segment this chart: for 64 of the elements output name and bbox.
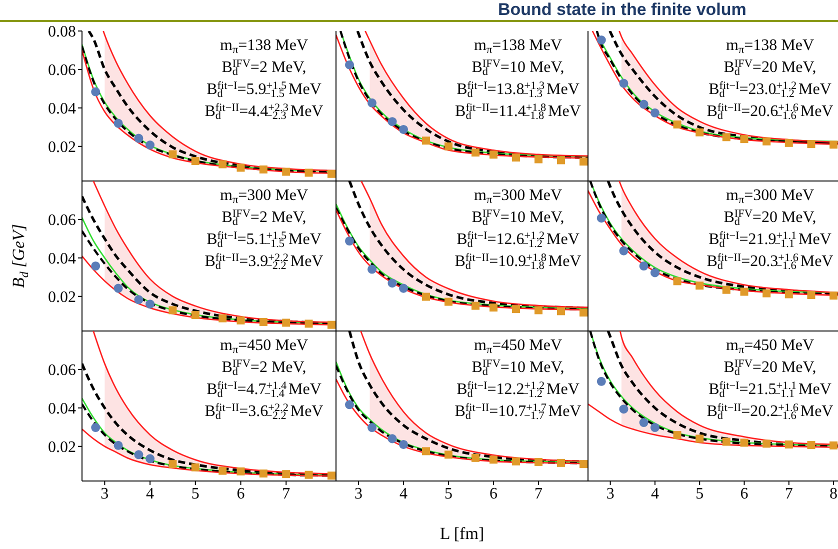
annotation: B$_{d}$$^{fit−I}$=12.6$^{+1.2}$$_{−1.2}$ MeV <box>456 230 580 250</box>
annotation: m$_{π}$=138 MeV <box>726 37 814 56</box>
x-tick-label: 7 <box>784 485 793 502</box>
annotation: B$_{d}$$^{fit−II}$=3.9$^{+2.2}$$_{−2.2}$ MeV <box>204 252 324 272</box>
annotation: B$_{d}$$^{fit−I}$=12.2$^{+1.2}$$_{−1.2}$ MeV <box>456 380 580 400</box>
text: Bound state in the finite volum <box>498 0 748 19</box>
annotation: B$_{d}$$^{IFV}$=20 MeV, <box>724 358 816 378</box>
annotation: B$_{d}$$^{fit−I}$=21.5$^{+1.1}$$_{−1.1}$ MeV <box>708 380 832 400</box>
annotation: B$_{d}$$^{fit−II}$=3.6$^{+2.2}$$_{−2.2}$ MeV <box>204 402 324 422</box>
x-tick-label: 7 <box>534 485 542 502</box>
annotation: m$_{π}$=450 MeV <box>726 337 814 356</box>
annotation: B$_{d}$$^{fit−I}$=5.1$^{+1.5}$$_{−1.5}$ MeV <box>206 230 322 250</box>
annotation: B$_{d}$$^{IFV}$=20 MeV, <box>724 208 816 228</box>
y-tick-label: 0.06 <box>48 362 76 380</box>
y-tick-label: 0.04 <box>48 250 76 268</box>
x-axis-title: L [fm] <box>440 524 484 543</box>
x-tick-label: 4 <box>650 485 659 502</box>
annotation: m$_{π}$=300 MeV <box>474 187 562 206</box>
y-tick-label: 0.02 <box>48 439 76 456</box>
annotation: B$_{d}$$^{IFV}$=10 MeV, <box>472 358 564 378</box>
annotation: B$_{d}$$^{fit−II}$=10.7$^{+1.7}$$_{−1.7}$ MeV <box>454 402 582 422</box>
x-tick-label: 6 <box>740 485 748 502</box>
annotation: B$_{d}$$^{fit−II}$=10.9$^{+1.8}$$_{−1.8}$ MeV <box>454 252 582 272</box>
annotation: m$_{π}$=138 MeV <box>474 37 562 56</box>
annotation: B$_{d}$$^{IFV}$=2 MeV, <box>222 208 306 228</box>
annotation: B$_{d}$$^{fit−I}$=5.9$^{+1.5}$$_{−1.5}$ MeV <box>206 80 322 100</box>
y-tick-label: 0.06 <box>48 212 76 230</box>
x-tick-label: 5 <box>696 485 704 502</box>
x-tick-label: 4 <box>146 485 154 502</box>
annotation: m$_{π}$=450 MeV <box>474 337 562 356</box>
annotation: m$_{π}$=300 MeV <box>220 187 308 206</box>
annotation: B$_{d}$$^{IFV}$=10 MeV, <box>472 58 564 78</box>
x-tick-label: 3 <box>100 485 109 502</box>
y-tick-label: 0.02 <box>48 139 76 156</box>
y-tick-label: 0.02 <box>48 289 76 306</box>
annotation: B$_{d}$$^{IFV}$=2 MeV, <box>222 358 306 378</box>
annotation: m$_{π}$=450 MeV <box>220 337 308 356</box>
annotation: B$_{d}$$^{fit−I}$=21.9$^{+1.1}$$_{−1.1}$ MeV <box>708 230 832 250</box>
x-tick-label: 8 <box>830 485 838 502</box>
annotation: B$_{d}$$^{fit−I}$=4.7$^{+1.4}$$_{−1.4}$ MeV <box>206 380 322 400</box>
annotation: B$_{d}$$^{fit−II}$=11.4$^{+1.8}$$_{−1.8}$ MeV <box>455 102 582 122</box>
annotation: B$_{d}$$^{IFV}$=10 MeV, <box>472 208 564 228</box>
x-tick-label: 4 <box>400 485 408 502</box>
annotation: B$_{d}$$^{fit−II}$=4.4$^{+2.3}$$_{−2.3}$ MeV <box>204 102 324 122</box>
y-tick-label: 0.04 <box>48 100 76 118</box>
x-tick-label: 3 <box>606 485 614 502</box>
x-tick-label: 6 <box>236 485 245 502</box>
annotation: m$_{π}$=138 MeV <box>220 37 308 56</box>
y-tick-label: 0.06 <box>48 62 76 80</box>
annotation: B$_{d}$$^{fit−II}$=20.3$^{+1.6}$$_{−1.6}$ MeV <box>706 252 834 272</box>
annotation: B$_{d}$$^{fit−I}$=23.0$^{+1.2}$$_{−1.2}$ MeV <box>708 80 832 100</box>
annotation: B$_{d}$$^{fit−I}$=13.8$^{+1.3}$$_{−1.3}$ MeV <box>456 80 580 100</box>
annotation: B$_{d}$$^{fit−II}$=20.2$^{+1.6}$$_{−1.6}$ MeV <box>706 402 834 422</box>
x-tick-label: 7 <box>282 485 290 502</box>
annotation: B$_{d}$$^{IFV}$=2 MeV, <box>222 58 306 78</box>
annotation: m$_{π}$=300 MeV <box>726 187 814 206</box>
x-tick-label: 5 <box>191 485 200 502</box>
x-tick-label: 5 <box>444 485 452 502</box>
y-tick-label: 0.04 <box>48 400 76 418</box>
x-tick-label: 6 <box>490 485 498 502</box>
y-tick-label: 0.08 <box>48 24 76 41</box>
x-tick-label: 3 <box>354 485 362 502</box>
annotation: B$_{d}$$^{fit−II}$=20.6$^{+1.6}$$_{−1.6}$ MeV <box>706 102 834 122</box>
annotation: B$_{d}$$^{IFV}$=20 MeV, <box>724 58 816 78</box>
